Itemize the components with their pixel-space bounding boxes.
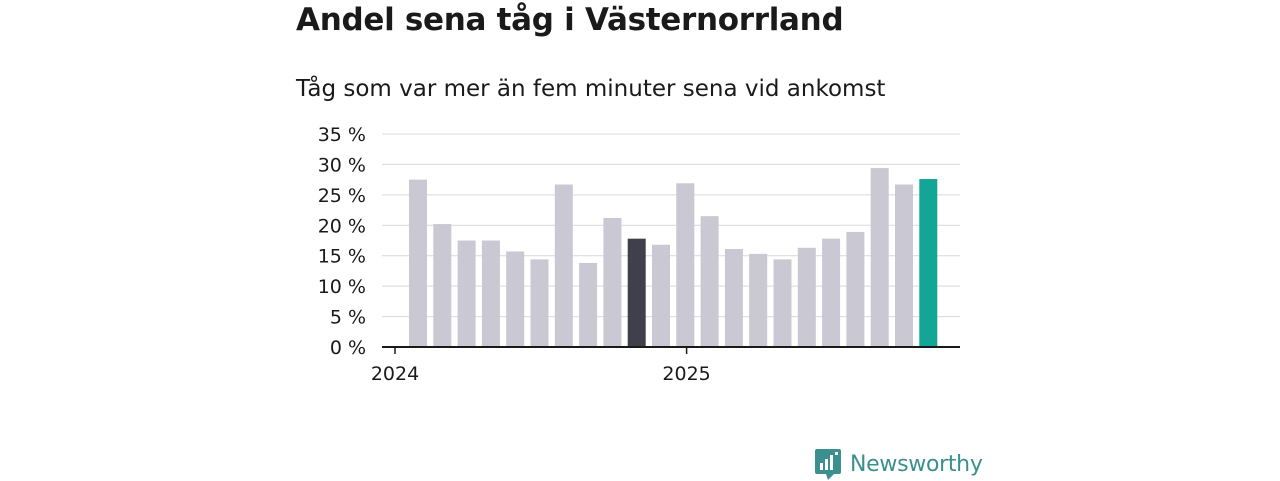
bar bbox=[724, 249, 743, 347]
bar bbox=[579, 263, 598, 347]
bar bbox=[676, 183, 695, 347]
bar-chart: 0 % 5 % 10 % 15 % 20 % 25 % 30 % 35 % 2024 2025 bbox=[318, 124, 960, 385]
bar bbox=[481, 240, 500, 347]
y-tick-label: 10 % bbox=[318, 276, 366, 298]
y-tick-label: 5 % bbox=[330, 307, 366, 329]
bar bbox=[870, 168, 889, 347]
brand-name: Newsworthy bbox=[850, 451, 983, 477]
bar bbox=[530, 259, 549, 347]
x-tick-label: 2025 bbox=[662, 363, 710, 385]
bar bbox=[409, 179, 427, 347]
bar bbox=[700, 216, 719, 347]
bar bbox=[433, 224, 452, 347]
chart-title: Andel sena tåg i Västernorrland bbox=[296, 2, 844, 38]
bar bbox=[457, 240, 476, 347]
bar bbox=[627, 238, 646, 347]
bar bbox=[652, 244, 670, 347]
bar bbox=[749, 253, 768, 347]
x-tick-label: 2024 bbox=[371, 363, 419, 385]
y-tick-label: 20 % bbox=[318, 215, 366, 237]
y-tick-label: 15 % bbox=[318, 246, 366, 268]
bar bbox=[797, 247, 816, 347]
newsworthy-logo-icon bbox=[815, 449, 841, 480]
bar bbox=[773, 259, 792, 347]
brand-logo: Newsworthy bbox=[814, 447, 983, 481]
bar bbox=[822, 238, 841, 347]
y-tick-label: 35 % bbox=[318, 124, 366, 146]
chart-subtitle: Tåg som var mer än fem minuter sena vid … bbox=[296, 76, 886, 102]
bar bbox=[506, 251, 525, 347]
y-tick-label: 0 % bbox=[330, 337, 366, 359]
y-tick-label: 25 % bbox=[318, 185, 366, 207]
bar bbox=[554, 184, 573, 347]
bar bbox=[846, 231, 865, 347]
y-tick-label: 30 % bbox=[318, 154, 366, 176]
bar bbox=[603, 217, 622, 347]
bar bbox=[895, 184, 913, 347]
bar bbox=[919, 179, 938, 347]
